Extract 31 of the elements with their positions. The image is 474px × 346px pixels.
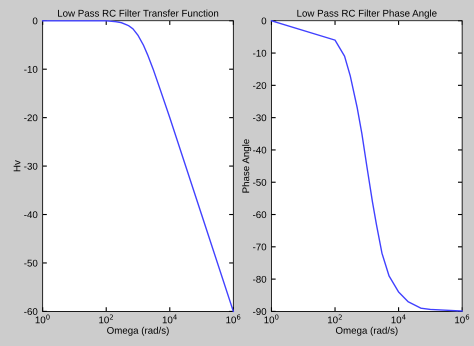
chart-title: Low Pass RC Filter Phase Angle [297, 10, 437, 19]
x-tick-label: 10$^{2}$ [99, 314, 113, 324]
y-tick-label: 0 [262, 17, 266, 24]
y-tick-label: -50 [252, 178, 266, 186]
x-tick-label: 10$^{2}$ [328, 314, 342, 324]
x-tick-label: 10$^{4}$ [392, 314, 406, 324]
y-tick-label: -20 [24, 114, 38, 122]
x-tick-label: 10$^{6}$ [455, 314, 470, 324]
x-tick-label: 10$^{4}$ [162, 314, 177, 324]
y-tick-label: -30 [24, 162, 38, 170]
y-tick-label: -80 [252, 276, 266, 283]
x-tick-label: 10$^{6}$ [226, 314, 240, 324]
x-tick-label: 10$^{0}$ [36, 314, 50, 324]
y-tick-label: -40 [24, 211, 38, 218]
y-tick-label: -40 [252, 146, 266, 154]
chart-title: Low Pass RC Filter Transfer Function [58, 10, 218, 17]
y-axis-title: Hv [14, 160, 20, 172]
y-tick-label: 0 [32, 17, 38, 24]
x-axis-title: Omega (rad/s) [336, 326, 398, 336]
y-tick-label: -60 [252, 211, 266, 218]
y-tick-label: -20 [252, 82, 266, 89]
y-tick-label: -70 [252, 244, 266, 250]
y-axis-title: Phase Angle [242, 139, 252, 193]
y-tick-label: -10 [24, 66, 38, 73]
y-tick-label: -30 [252, 114, 266, 122]
y-tick-label: -60 [24, 308, 38, 316]
y-tick-label: -50 [24, 260, 38, 267]
x-axis-title: Omega (rad/s) [107, 326, 169, 336]
y-tick-label: -10 [252, 50, 266, 57]
y-tick-label: -90 [252, 308, 266, 316]
x-tick-label: 10$^{0}$ [264, 314, 278, 324]
